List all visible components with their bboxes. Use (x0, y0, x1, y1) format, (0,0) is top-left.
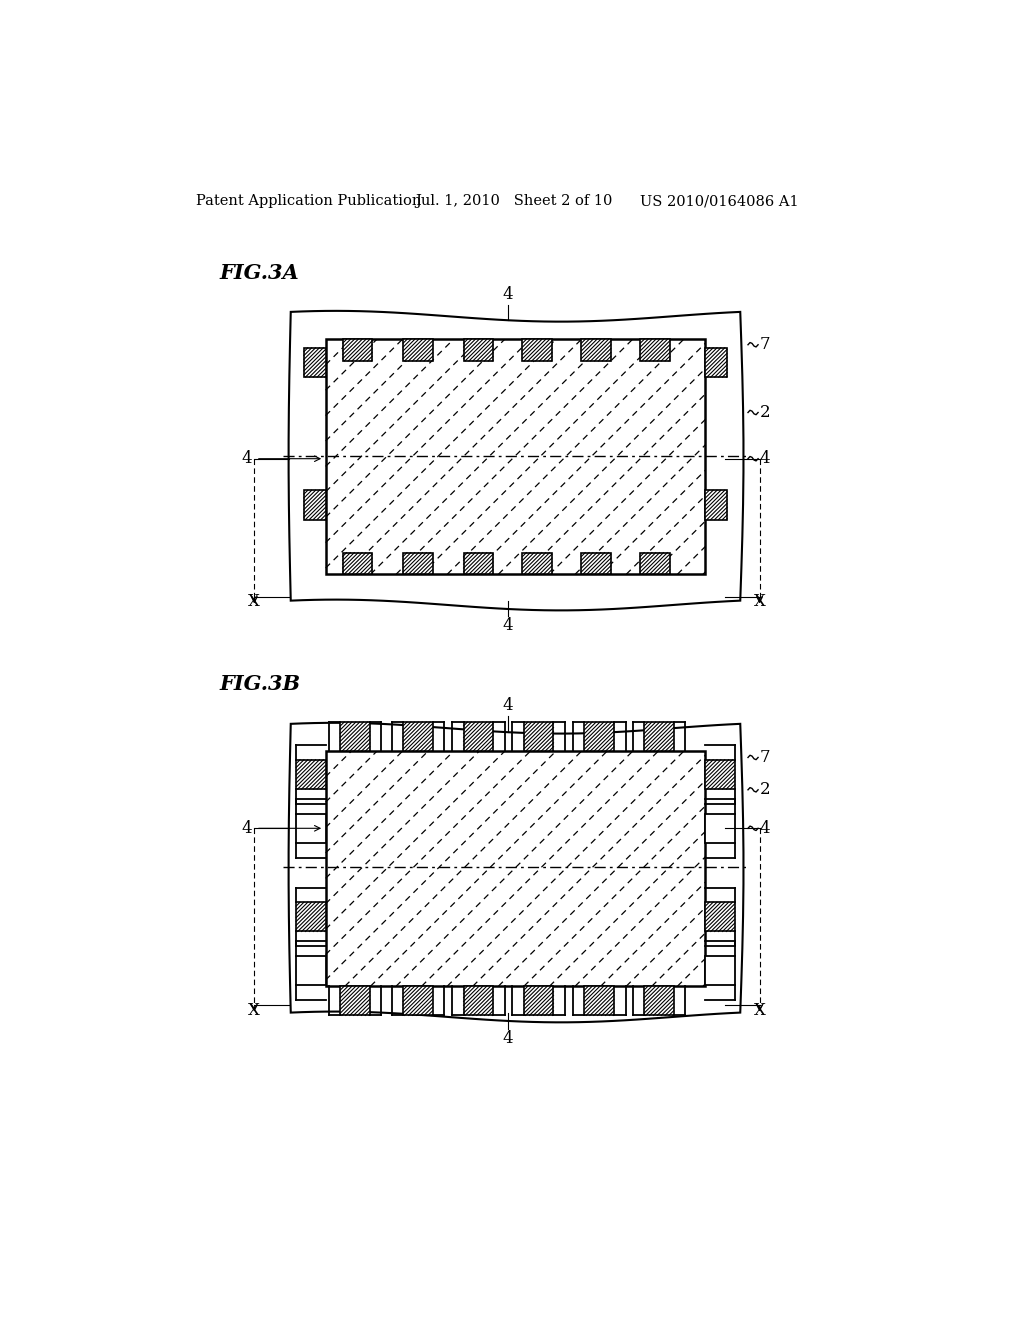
Text: Jul. 1, 2010   Sheet 2 of 10: Jul. 1, 2010 Sheet 2 of 10 (415, 194, 612, 209)
Bar (585, 986, 614, 1015)
Text: 4: 4 (503, 1030, 513, 1047)
Text: 4: 4 (503, 697, 513, 714)
Bar (304, 490, 326, 520)
Bar (464, 986, 493, 1015)
Bar (640, 339, 670, 360)
Bar (304, 348, 326, 378)
Bar (296, 813, 326, 843)
Text: Patent Application Publication: Patent Application Publication (197, 194, 422, 209)
Bar (706, 813, 735, 843)
Text: 4: 4 (503, 286, 513, 304)
Bar (582, 339, 611, 360)
Text: 4: 4 (760, 450, 770, 467)
Bar (640, 553, 670, 574)
Text: 2: 2 (760, 781, 770, 799)
Bar (296, 956, 326, 985)
Text: 4: 4 (242, 820, 252, 837)
Bar (522, 339, 552, 360)
Text: 4: 4 (242, 450, 252, 467)
Text: X: X (754, 594, 766, 610)
Bar (524, 986, 554, 1015)
PathPatch shape (289, 312, 743, 610)
Bar (326, 751, 706, 986)
Text: 4: 4 (503, 618, 513, 635)
Bar (582, 553, 611, 574)
Bar (340, 722, 370, 751)
Bar (403, 553, 432, 574)
Text: 2: 2 (760, 404, 770, 421)
Bar (403, 986, 432, 1015)
Bar (326, 339, 706, 574)
Bar (706, 348, 727, 378)
Bar (706, 760, 735, 789)
Bar (644, 722, 674, 751)
Bar (464, 553, 493, 574)
Text: FIG.3B: FIG.3B (219, 673, 301, 693)
Text: 4: 4 (760, 820, 770, 837)
Bar (585, 722, 614, 751)
Bar (296, 760, 326, 789)
Bar (464, 339, 493, 360)
Bar (524, 722, 554, 751)
Text: FIG.3A: FIG.3A (219, 263, 299, 284)
Bar (464, 722, 493, 751)
Bar (644, 986, 674, 1015)
Bar (340, 986, 370, 1015)
Bar (403, 339, 432, 360)
Bar (706, 490, 727, 520)
Text: 7: 7 (760, 337, 770, 354)
Text: X: X (754, 1002, 766, 1019)
Text: X: X (249, 594, 260, 610)
Bar (522, 553, 552, 574)
Bar (296, 903, 326, 932)
Bar (343, 339, 372, 360)
Bar (403, 722, 432, 751)
Bar (706, 903, 735, 932)
PathPatch shape (289, 723, 743, 1022)
Text: US 2010/0164086 A1: US 2010/0164086 A1 (640, 194, 798, 209)
Text: X: X (249, 1002, 260, 1019)
Bar (343, 553, 372, 574)
Bar (706, 956, 735, 985)
Text: 7: 7 (760, 748, 770, 766)
